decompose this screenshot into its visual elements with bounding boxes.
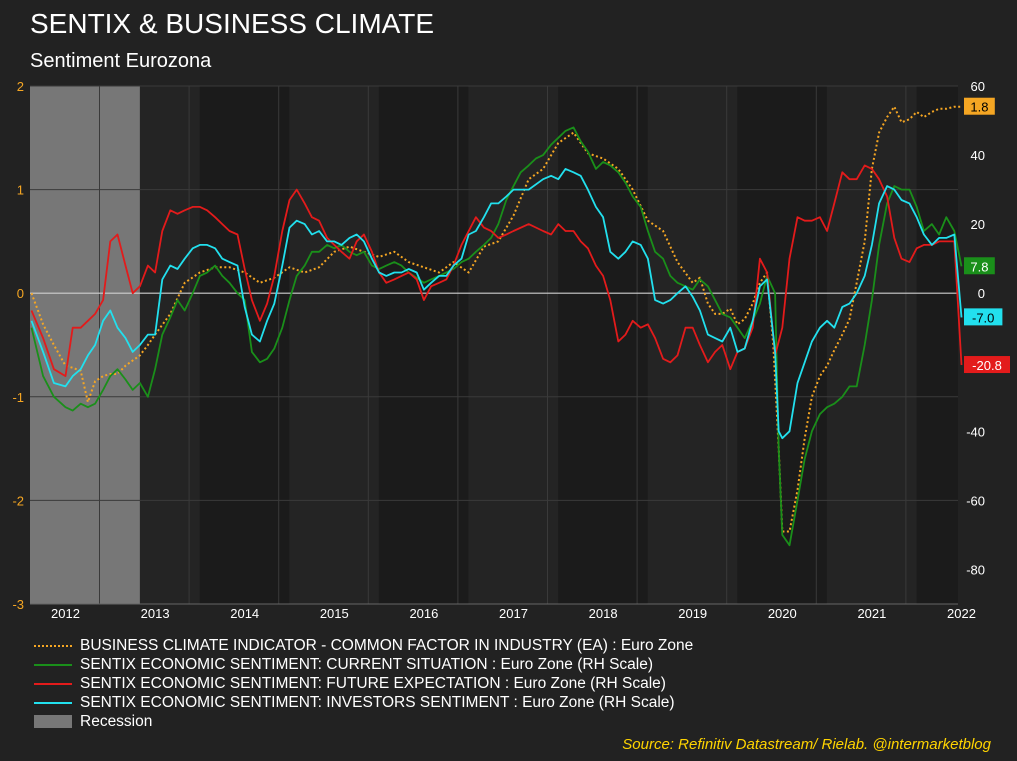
end-value-box xyxy=(964,308,1003,326)
legend-swatch xyxy=(34,663,72,666)
end-value-text: 7.8 xyxy=(970,259,988,274)
left-axis-tick-label: 1 xyxy=(17,183,24,198)
end-value-label-4: -7.0 xyxy=(964,308,1003,326)
x-axis-tick-label: 2022 xyxy=(947,606,976,621)
x-axis-tick-label: 2017 xyxy=(499,606,528,621)
x-axis-tick-label: 2018 xyxy=(589,606,618,621)
legend-swatch xyxy=(34,682,72,685)
right-axis-tick-label: 20 xyxy=(971,217,985,232)
end-value-text: -20.8 xyxy=(972,358,1002,373)
legend-item: SENTIX ECONOMIC SENTIMENT: INVESTORS SEN… xyxy=(34,693,693,712)
end-value-label-2: 7.8 xyxy=(964,257,995,275)
recession-band xyxy=(30,86,140,604)
chart-title: SENTIX & BUSINESS CLIMATE xyxy=(30,8,435,39)
end-value-box xyxy=(964,356,1010,374)
x-axis-tick-label: 2021 xyxy=(857,606,886,621)
right-axis-tick-label: -80 xyxy=(966,562,985,577)
end-value-text: -7.0 xyxy=(972,310,994,325)
right-axis-tick-label: 0 xyxy=(978,286,985,301)
legend-label: BUSINESS CLIMATE INDICATOR - COMMON FACT… xyxy=(80,636,694,654)
legend-item: BUSINESS CLIMATE INDICATOR - COMMON FACT… xyxy=(34,636,693,655)
legend-label: Recession xyxy=(80,712,153,730)
legend-swatch xyxy=(34,644,72,647)
legend-swatch xyxy=(34,701,72,704)
source-note: Source: Refinitiv Datastream/ Rielab. @i… xyxy=(622,736,991,753)
end-value-box xyxy=(964,257,995,275)
legend-label: SENTIX ECONOMIC SENTIMENT: INVESTORS SEN… xyxy=(80,693,675,711)
year-band xyxy=(826,86,917,604)
year-band xyxy=(647,86,738,604)
chart-subtitle: Sentiment Eurozona xyxy=(30,50,212,72)
series-line-4 xyxy=(30,168,963,440)
left-axis-tick-label: 0 xyxy=(17,286,24,301)
right-axis-tick-label: 60 xyxy=(971,79,985,94)
end-value-label-3: -20.8 xyxy=(964,356,1010,374)
x-axis-tick-label: 2020 xyxy=(768,606,797,621)
end-value-box xyxy=(964,97,995,115)
year-band xyxy=(468,86,559,604)
end-value-label-1: 1.8 xyxy=(964,97,995,115)
legend: BUSINESS CLIMATE INDICATOR - COMMON FACT… xyxy=(34,636,693,731)
legend-item: Recession xyxy=(34,712,693,731)
left-axis-tick-label: -1 xyxy=(12,390,24,405)
x-axis-tick-label: 2019 xyxy=(678,606,707,621)
legend-label: SENTIX ECONOMIC SENTIMENT: CURRENT SITUA… xyxy=(80,655,654,673)
x-axis-tick-label: 2016 xyxy=(409,606,438,621)
x-axis-tick-label: 2015 xyxy=(320,606,349,621)
left-axis-tick-label: -2 xyxy=(12,493,24,508)
right-axis-tick-label: 40 xyxy=(971,148,985,163)
x-axis-tick-label: 2012 xyxy=(51,606,80,621)
right-axis-tick-label: -40 xyxy=(966,424,985,439)
left-axis-tick-label: -3 xyxy=(12,597,24,612)
legend-item: SENTIX ECONOMIC SENTIMENT: CURRENT SITUA… xyxy=(34,655,693,674)
end-value-text: 1.8 xyxy=(970,100,988,115)
legend-swatch xyxy=(34,715,72,728)
x-axis-tick-label: 2013 xyxy=(141,606,170,621)
legend-label: SENTIX ECONOMIC SENTIMENT: FUTURE EXPECT… xyxy=(80,674,666,692)
left-axis-tick-label: 2 xyxy=(17,79,24,94)
right-axis-tick-label: -60 xyxy=(966,493,985,508)
legend-item: SENTIX ECONOMIC SENTIMENT: FUTURE EXPECT… xyxy=(34,674,693,693)
x-axis-tick-label: 2014 xyxy=(230,606,259,621)
year-band xyxy=(289,86,379,604)
series-line-3 xyxy=(30,164,963,377)
